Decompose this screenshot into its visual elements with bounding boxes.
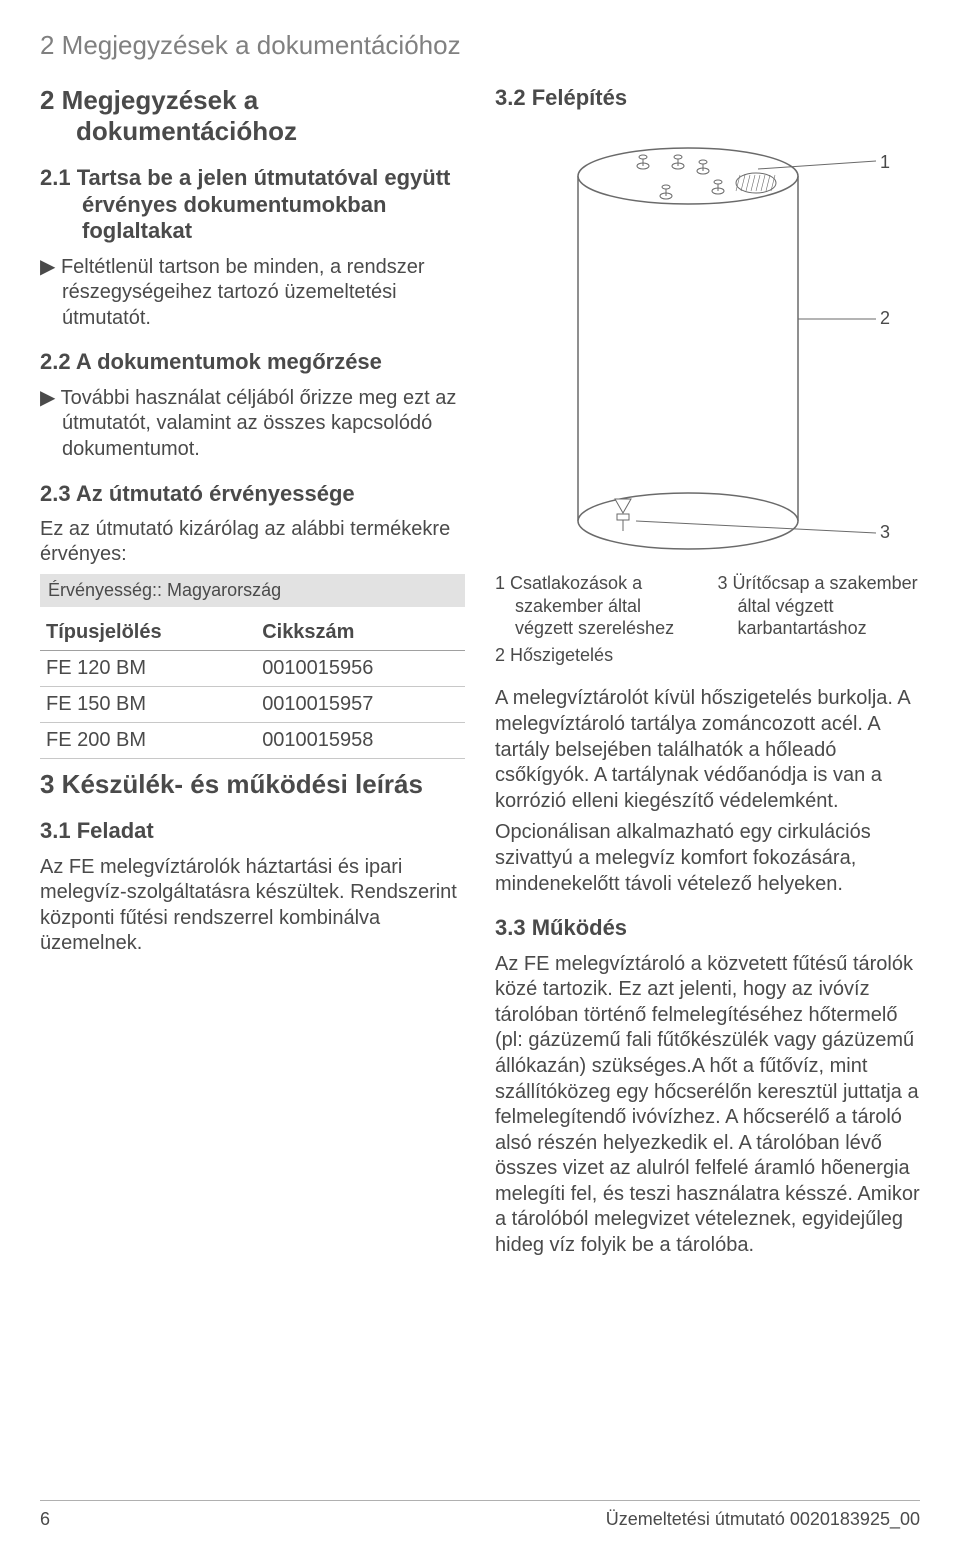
section-3-3-title: 3.3 Működés <box>495 915 920 941</box>
table-cell: 0010015956 <box>256 651 465 687</box>
svg-text:2: 2 <box>880 308 890 328</box>
svg-text:3: 3 <box>880 522 890 542</box>
table-cell: FE 120 BM <box>40 651 256 687</box>
doc-id: Üzemeltetési útmutató 0020183925_00 <box>606 1509 920 1530</box>
table-row: FE 120 BM0010015956 <box>40 651 465 687</box>
page-footer: 6 Üzemeltetési útmutató 0020183925_00 <box>40 1500 920 1530</box>
table-cell: FE 150 BM <box>40 687 256 723</box>
validity-badge: Érvényesség:: Magyarország <box>40 574 465 607</box>
section-2-3-text: Ez az útmutató kizárólag az alábbi termé… <box>40 517 465 568</box>
legend-right: 3 Ürítőcsap a szakember által végzett ka… <box>718 572 921 670</box>
col-article: Cikkszám <box>256 615 465 651</box>
left-column: 2 Megjegyzések a dokumentációhoz 2.1 Tar… <box>40 85 465 1265</box>
section-3-1-title: 3.1 Feladat <box>40 818 465 844</box>
text-circulation: Opcionálisan alkalmazható egy cirkuláció… <box>495 820 920 897</box>
table-header-row: Típusjelölés Cikkszám <box>40 615 465 651</box>
text-insulation: A melegvíztárolót kívül hőszigetelés bur… <box>495 686 920 814</box>
section-2-2-bullet: ▶ További használat céljából őrizze meg … <box>40 386 465 463</box>
legend-item: 1 Csatlakozások a szakember által végzet… <box>495 572 698 640</box>
section-3-3-text: Az FE melegvíztároló a közvetett fűtésű … <box>495 952 920 1259</box>
legend-left: 1 Csatlakozások a szakember által végzet… <box>495 572 698 670</box>
table-row: FE 150 BM0010015957 <box>40 687 465 723</box>
tank-svg: 1 2 3 <box>508 121 908 551</box>
right-column: 3.2 Felépítés 1 2 3 1 Csatlakozások a szak… <box>495 85 920 1265</box>
tank-diagram: 1 2 3 <box>495 121 920 556</box>
table-cell: 0010015957 <box>256 687 465 723</box>
section-2-3-title: 2.3 Az útmutató érvényessége <box>40 481 465 507</box>
legend-item: 2 Hőszigetelés <box>495 644 698 667</box>
product-table: Típusjelölés Cikkszám FE 120 BM001001595… <box>40 615 465 759</box>
two-column-layout: 2 Megjegyzések a dokumentációhoz 2.1 Tar… <box>40 85 920 1265</box>
section-3-2-title: 3.2 Felépítés <box>495 85 920 111</box>
page-number: 6 <box>40 1509 50 1530</box>
page-header: 2 Megjegyzések a dokumentációhoz <box>40 30 920 61</box>
section-2-1-title: 2.1 Tartsa be a jelen útmutatóval együtt… <box>40 165 465 244</box>
section-3-title: 3 Készülék- és működési leírás <box>40 769 465 800</box>
section-2-2-title: 2.2 A dokumentumok megőrzése <box>40 349 465 375</box>
table-cell: 0010015958 <box>256 723 465 759</box>
svg-text:1: 1 <box>880 152 890 172</box>
section-2-title: 2 Megjegyzések a dokumentációhoz <box>40 85 465 147</box>
legend-item: 3 Ürítőcsap a szakember által végzett ka… <box>718 572 921 640</box>
diagram-legend: 1 Csatlakozások a szakember által végzet… <box>495 572 920 670</box>
section-3-1-text: Az FE melegvíztárolók háztartási és ipar… <box>40 855 465 957</box>
table-cell: FE 200 BM <box>40 723 256 759</box>
section-2-1-bullet: ▶ Feltétlenül tartson be minden, a rends… <box>40 255 465 332</box>
col-type: Típusjelölés <box>40 615 256 651</box>
table-row: FE 200 BM0010015958 <box>40 723 465 759</box>
